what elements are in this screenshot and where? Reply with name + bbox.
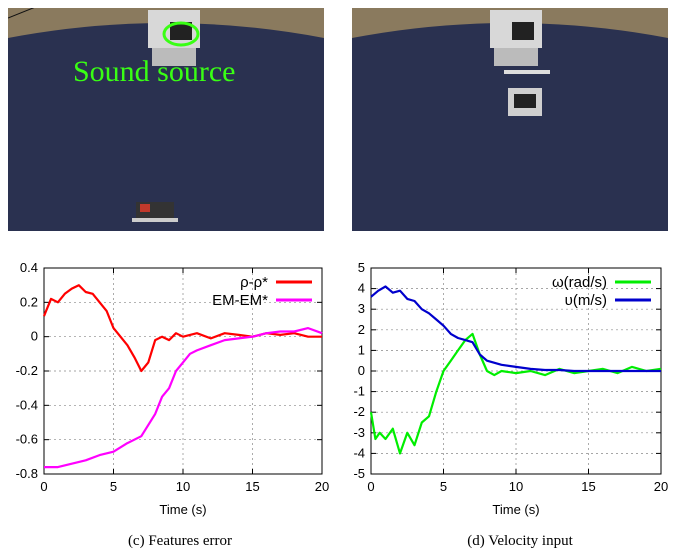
y-tick-label: 0.4 (20, 260, 38, 275)
table-legs (494, 48, 538, 66)
y-tick-label: 0 (358, 363, 365, 378)
robot-bar (504, 70, 550, 74)
y-tick-label: -5 (353, 466, 365, 481)
y-tick-label: 0.2 (20, 294, 38, 309)
plot-frame (43, 267, 323, 475)
robot-marker (140, 204, 150, 212)
y-tick-label: 0 (31, 329, 38, 344)
x-tick-label: 5 (440, 479, 447, 494)
photo-robot-scene (352, 8, 668, 231)
y-tick-label: -1 (353, 384, 365, 399)
photo-scene-left: Sound source (8, 8, 324, 231)
series-line-1 (44, 326, 323, 469)
x-tick-label: 5 (110, 479, 117, 494)
y-tick-label: 4 (358, 281, 365, 296)
y-tick-label: -3 (353, 425, 365, 440)
y-tick-label: -2 (353, 404, 365, 419)
floor-carpet (8, 23, 324, 231)
sound-source-label: Sound source (73, 55, 235, 88)
table-legs (152, 48, 196, 66)
y-tick-label: -4 (353, 445, 365, 460)
legend-label-1: EM-EM* (212, 292, 268, 309)
speaker-device (512, 22, 534, 40)
photo-sound-source-scene: Sound source (8, 8, 324, 231)
caption-features-error: (c) Features error (127, 533, 233, 549)
y-tick-label: -0.4 (16, 397, 38, 412)
y-tick-label: -0.2 (16, 363, 38, 378)
x-tick-label: 10 (176, 479, 190, 494)
series-line-1 (370, 285, 661, 373)
x-tick-label: 20 (654, 479, 668, 494)
caption-velocity-input: (d) Velocity input (467, 533, 573, 549)
x-tick-label: 15 (581, 479, 595, 494)
x-axis-label: Time (s) (492, 502, 539, 517)
legend-label-0: ρ-ρ* (240, 274, 268, 291)
y-tick-label: -0.8 (16, 466, 38, 481)
x-tick-label: 20 (315, 479, 329, 494)
y-tick-label: -0.6 (16, 432, 38, 447)
sound-source-circle (162, 21, 200, 47)
floor-carpet (352, 23, 668, 231)
photo-scene-right (352, 8, 668, 231)
robot-base (132, 218, 178, 222)
y-tick-label: 1 (358, 342, 365, 357)
y-tick-label: 5 (358, 260, 365, 275)
x-tick-label: 10 (509, 479, 523, 494)
y-tick-label: 2 (358, 322, 365, 337)
x-tick-label: 15 (245, 479, 259, 494)
cable (8, 8, 35, 19)
legend-label-1: υ(m/s) (565, 292, 607, 309)
x-tick-label: 0 (40, 479, 47, 494)
robot-laptop (514, 94, 536, 108)
x-tick-label: 0 (367, 479, 374, 494)
speaker-device (170, 22, 192, 40)
y-tick-label: 3 (358, 301, 365, 316)
legend-label-0: ω(rad/s) (552, 274, 607, 291)
x-axis-label: Time (s) (159, 502, 206, 517)
